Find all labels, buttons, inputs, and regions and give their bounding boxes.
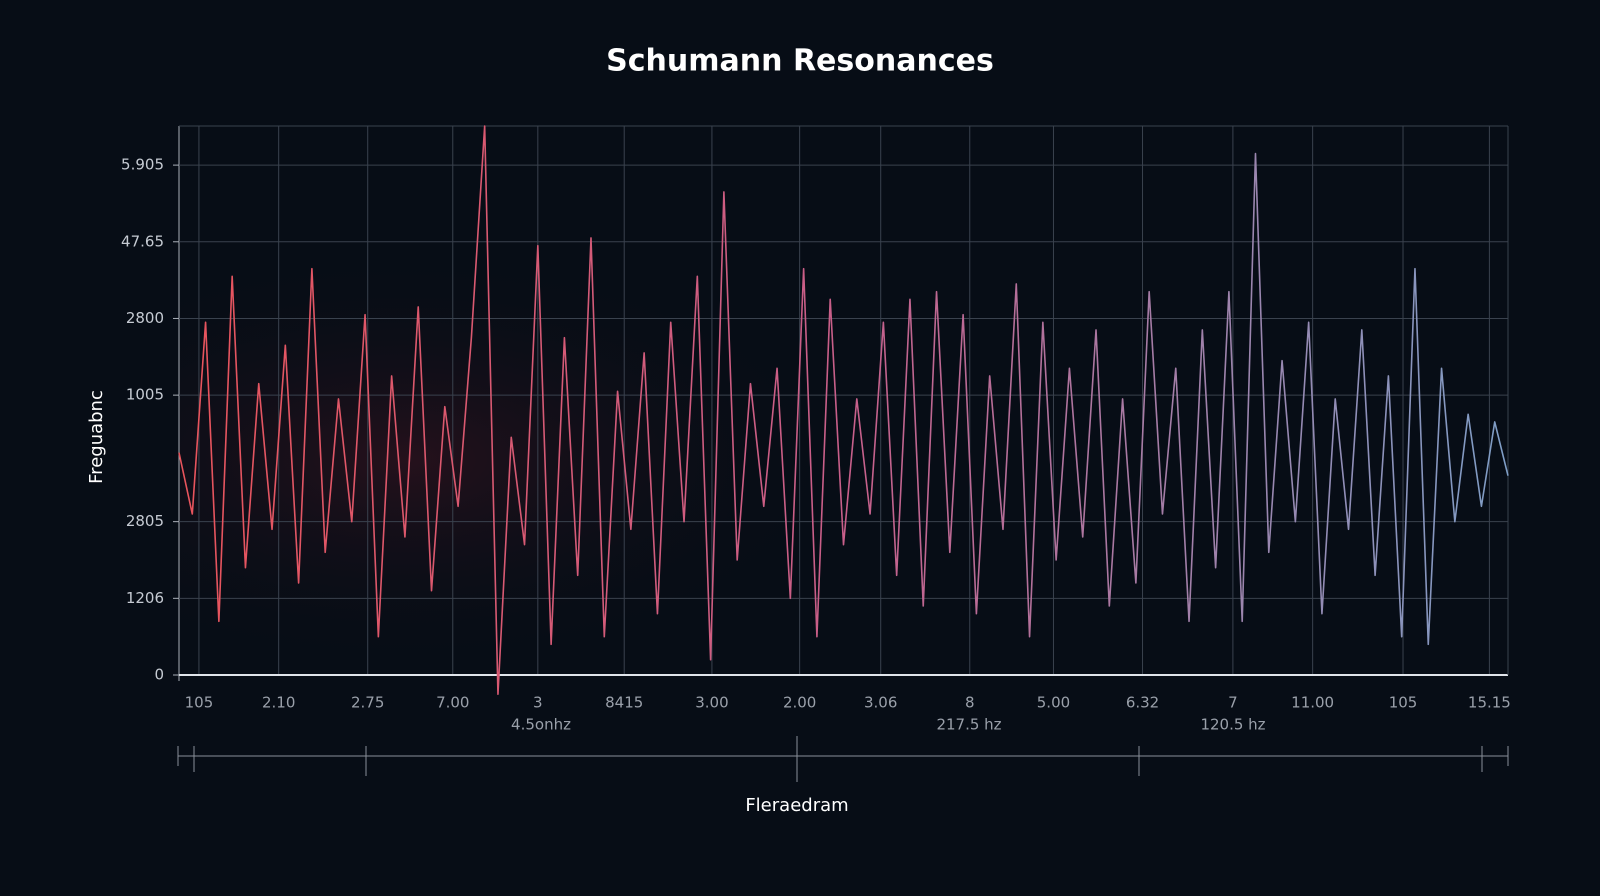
x-tick-label: 3 bbox=[533, 694, 543, 712]
x-tick-label: 3.06 bbox=[864, 694, 897, 712]
x-axis-label: Fleraedram bbox=[745, 795, 848, 816]
lower-ruler bbox=[177, 736, 1509, 782]
x-tick-label: 15.15 bbox=[1468, 694, 1511, 712]
y-tick-label: 47.65 bbox=[121, 232, 164, 250]
x-tick-label: 2.00 bbox=[783, 694, 816, 712]
x-tick-label: 2.75 bbox=[351, 694, 384, 712]
x-tick-label: 105 bbox=[1389, 694, 1418, 712]
x-tick-label: 105 bbox=[185, 694, 214, 712]
x-tick-label: 5.00 bbox=[1037, 694, 1070, 712]
y-tick-label: 1005 bbox=[126, 386, 164, 404]
x-tick-label: 8415 bbox=[605, 694, 643, 712]
chart-title: Schumann Resonances bbox=[606, 44, 994, 79]
x-tick-label: 8 bbox=[965, 694, 975, 712]
waveform bbox=[178, 125, 1509, 695]
y-tick-label: 5.905 bbox=[121, 156, 164, 174]
x-tick-label: 7.00 bbox=[436, 694, 469, 712]
y-tick-label: 0 bbox=[154, 666, 164, 684]
x-tick-label: 11.00 bbox=[1291, 694, 1334, 712]
x-tick-label: 7 bbox=[1228, 694, 1238, 712]
x-tick-label: 3.00 bbox=[695, 694, 728, 712]
x-tick-label: 6.32 bbox=[1126, 694, 1159, 712]
x-tick-label: 2.10 bbox=[262, 694, 295, 712]
y-tick-label: 1206 bbox=[126, 589, 164, 607]
y-tick-label: 2805 bbox=[126, 512, 164, 530]
annotation: 217.5 hz bbox=[936, 716, 1001, 734]
y-axis-label: Freguabnc bbox=[86, 390, 107, 484]
y-tick-label: 2800 bbox=[126, 309, 164, 327]
annotation: 4.5onhz bbox=[511, 716, 571, 734]
annotation: 120.5 hz bbox=[1200, 716, 1265, 734]
